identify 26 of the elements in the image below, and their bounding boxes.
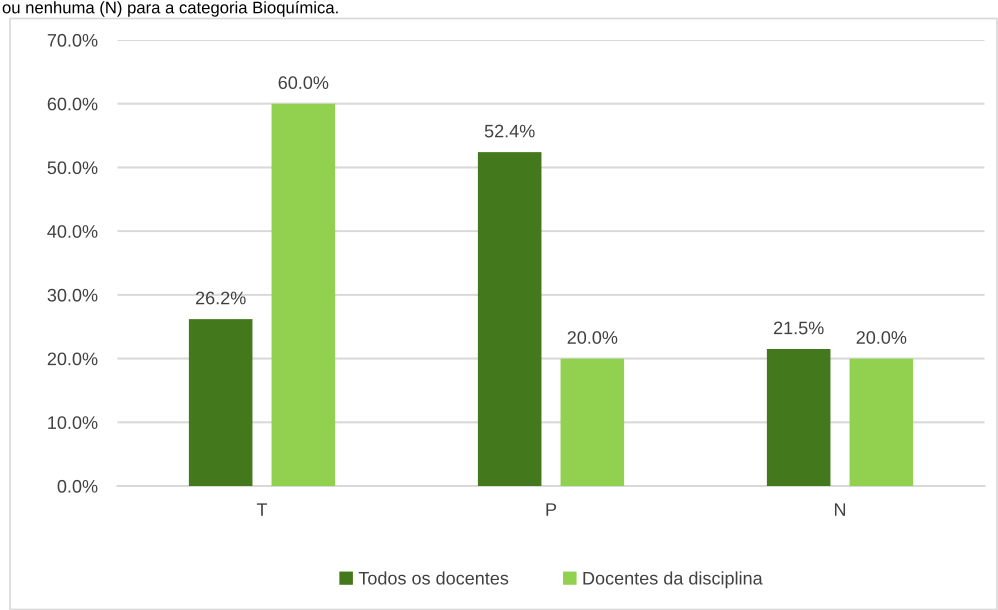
x-tick-label: T — [256, 503, 268, 516]
data-label: 21.5% — [774, 322, 824, 334]
legend-label: Docentes da disciplina — [583, 571, 763, 588]
y-tick-label: 20.0% — [48, 352, 98, 366]
bar — [188, 319, 252, 486]
data-label: 20.0% — [568, 331, 618, 344]
text: ou nenhuma (N) para a categoria Bioquímica. — [2, 1, 338, 17]
data-label: 52.4% — [484, 124, 535, 138]
bar — [850, 358, 914, 486]
bar — [766, 349, 830, 486]
x-tick-label: P — [546, 503, 556, 516]
y-tick-label: 50.0% — [48, 161, 98, 174]
data-label: 26.2% — [196, 292, 246, 304]
y-tick-label: 60.0% — [48, 98, 98, 110]
x-tick-label: N — [834, 503, 846, 516]
data-label: 20.0% — [856, 331, 906, 344]
bar — [272, 104, 336, 486]
bar — [478, 152, 542, 486]
data-label: 60.0% — [278, 76, 328, 90]
y-tick-label: 70.0% — [48, 34, 98, 47]
legend-label: Todos os docentes — [358, 571, 508, 585]
y-tick-label: 0.0% — [58, 480, 98, 493]
y-tick-label: 40.0% — [47, 225, 98, 238]
y-tick-label: 30.0% — [48, 288, 98, 302]
y-tick-label: 10.0% — [48, 416, 98, 430]
bar — [560, 358, 624, 486]
